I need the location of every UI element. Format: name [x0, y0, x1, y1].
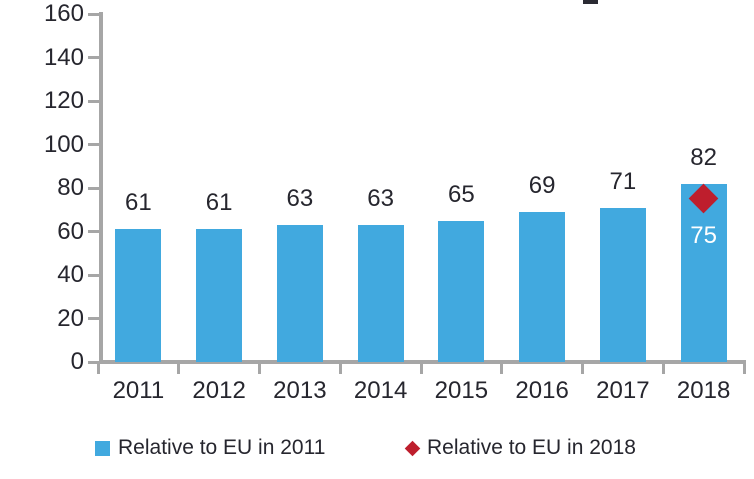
- x-axis-label-2018: 2018: [676, 377, 731, 404]
- x-axis-tick: [258, 364, 261, 374]
- x-axis-tick: [177, 364, 181, 374]
- bar-value-label-2011: 61: [125, 189, 152, 217]
- x-axis-tick: [742, 364, 746, 374]
- y-axis-tick-label: 160: [43, 0, 84, 27]
- x-axis-label-2014: 2014: [353, 377, 408, 404]
- legend-label-relative-2011: Relative to EU in 2011: [118, 436, 326, 459]
- y-axis-tick: [88, 273, 99, 277]
- bar-2016: [519, 211, 566, 362]
- x-axis-label-2011: 2011: [112, 377, 165, 404]
- bar-2012: [196, 229, 243, 362]
- x-axis-label-2013: 2013: [273, 377, 327, 404]
- bar-value-label-2015: 65: [448, 180, 475, 208]
- y-axis-tick-label: 140: [43, 43, 84, 71]
- y-axis-tick-label: 40: [57, 261, 84, 288]
- x-axis-label-2017: 2017: [596, 377, 650, 404]
- x-axis-tick: [96, 364, 100, 374]
- y-axis-tick: [88, 143, 99, 146]
- bar-2015: [438, 220, 485, 362]
- y-axis-tick-label: 60: [57, 217, 84, 245]
- bar-2017: [599, 207, 646, 362]
- x-axis-tick: [661, 364, 665, 374]
- legend-item-relative-2018: Relative to EU in 2018: [404, 436, 636, 460]
- x-axis-label-2015: 2015: [434, 377, 489, 404]
- bar-value-label-2016: 69: [528, 171, 556, 199]
- bar-2018: [680, 183, 727, 362]
- bar-value-label-2018: 82: [690, 143, 717, 171]
- y-axis-tick: [88, 56, 99, 59]
- legend-diamond-swatch: [404, 440, 421, 456]
- bar-2014: [357, 224, 404, 362]
- x-axis-label-2016: 2016: [515, 377, 569, 404]
- legend-item-relative-2011: Relative to EU in 2011: [95, 436, 325, 460]
- y-axis-tick: [88, 230, 99, 233]
- legend-label-relative-2018: Relative to EU in 2018: [427, 436, 636, 459]
- y-axis-tick-label: 100: [43, 130, 84, 158]
- legend-square-swatch: [95, 440, 110, 456]
- x-axis-tick: [419, 364, 423, 374]
- y-axis-tick: [88, 186, 99, 190]
- x-axis-line: [99, 360, 746, 364]
- x-axis-tick: [500, 364, 504, 374]
- legend: Relative to EU in 2011 Relative to EU in…: [0, 434, 754, 460]
- y-axis-tick-label: 20: [57, 304, 84, 332]
- cropped-title-fragment: [583, 0, 598, 4]
- bar-2013: [276, 224, 323, 362]
- y-axis-tick: [88, 12, 99, 16]
- bar-value-label-2017: 71: [609, 167, 637, 195]
- y-axis-line: [99, 12, 103, 364]
- y-axis-tick: [88, 99, 99, 103]
- bar-value-label-2013: 63: [286, 184, 314, 212]
- y-axis-tick-label: 0: [70, 348, 84, 375]
- y-axis-tick: [88, 360, 99, 364]
- bar-value-label-2012: 61: [205, 189, 233, 217]
- x-axis-tick: [338, 364, 342, 374]
- x-axis-tick: [581, 364, 584, 374]
- y-axis-tick-label: 120: [43, 87, 84, 114]
- y-axis-tick-label: 80: [57, 174, 84, 201]
- bar-2011: [115, 229, 162, 362]
- bar-value-label-2014: 63: [367, 184, 394, 212]
- x-axis-label-2012: 2012: [192, 377, 246, 404]
- marker-value-label-2018: 75: [690, 221, 717, 249]
- y-axis-tick: [88, 317, 99, 320]
